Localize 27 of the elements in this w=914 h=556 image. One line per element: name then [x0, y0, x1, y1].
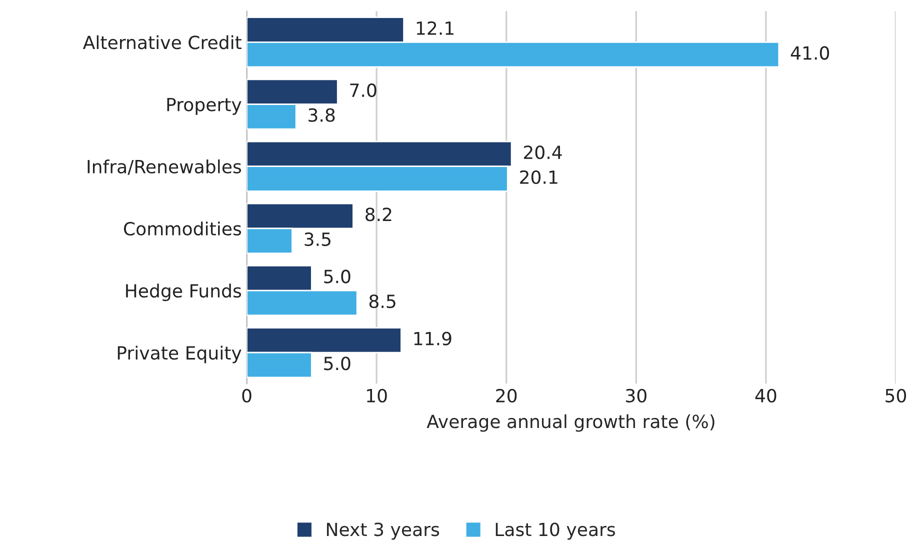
- data-label: 3.5: [304, 232, 330, 246]
- data-label: 7.0: [350, 83, 376, 98]
- legend-label: Last 10 years: [496, 522, 615, 540]
- data-label: 20.4: [524, 146, 562, 160]
- y-tick-label: Private Equity: [118, 346, 242, 364]
- data-label: 5.0: [324, 270, 350, 284]
- y-tick-label: Infra/Renewables: [88, 159, 242, 175]
- data-label: 8.5: [369, 294, 396, 308]
- data-label: 41.0: [790, 46, 830, 60]
- x-tick-label: 20: [496, 388, 517, 402]
- x-tick-label: 30: [626, 388, 646, 402]
- x-axis-title: Average annual growth rate (%): [426, 414, 714, 432]
- y-tick-label: Hedge Funds: [126, 284, 242, 302]
- data-label: 5.0: [324, 356, 350, 370]
- x-tick-label: 50: [886, 388, 906, 402]
- data-label: 12.1: [416, 21, 454, 35]
- y-tick-label: Property: [167, 98, 242, 115]
- data-label: 8.2: [366, 208, 392, 222]
- y-tick-label: Commodities: [124, 222, 242, 236]
- x-tick-label: 0: [242, 388, 252, 402]
- data-label: 3.8: [308, 108, 335, 122]
- x-tick-label: 10: [367, 388, 387, 402]
- x-tick-label: 40: [755, 388, 776, 402]
- data-label: 11.9: [414, 332, 452, 346]
- y-tick-label: Alternative Credit: [82, 35, 242, 50]
- data-label: 20.1: [520, 170, 558, 184]
- legend-label: Next 3 years: [326, 522, 440, 540]
